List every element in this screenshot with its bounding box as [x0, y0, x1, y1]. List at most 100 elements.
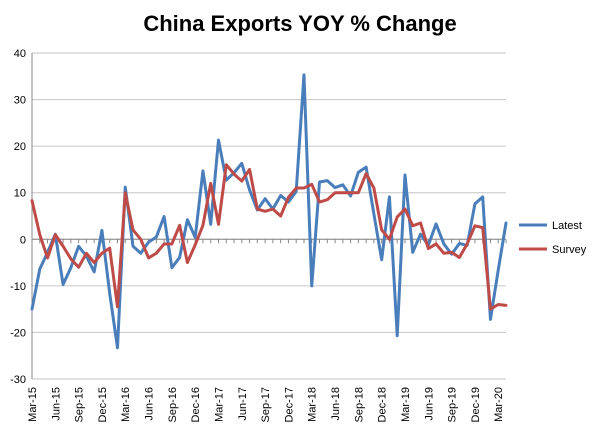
data-point-survey — [210, 182, 212, 184]
x-tick-label: Mar-20 — [493, 387, 505, 422]
y-tick-label: -10 — [10, 281, 26, 293]
y-tick-label: -30 — [10, 374, 26, 386]
data-point-survey — [279, 215, 281, 217]
y-tick-label: 40 — [14, 48, 26, 60]
data-point-latest — [481, 196, 483, 198]
data-point-survey — [388, 238, 390, 240]
data-point-survey — [334, 192, 336, 194]
chart-title: China Exports YOY % Change — [143, 11, 456, 36]
y-tick-label: -20 — [10, 327, 26, 339]
data-point-survey — [101, 252, 103, 254]
data-point-survey — [349, 192, 351, 194]
data-point-latest — [373, 213, 375, 215]
legend: Latest Survey — [519, 220, 587, 256]
data-point-latest — [163, 215, 165, 217]
data-point-latest — [342, 184, 344, 186]
data-point-survey — [31, 199, 33, 201]
data-point-latest — [264, 198, 266, 200]
data-point-survey — [93, 261, 95, 263]
data-point-latest — [210, 223, 212, 225]
data-point-latest — [318, 181, 320, 183]
data-point-survey — [124, 192, 126, 194]
x-tick-label: Dec-15 — [97, 387, 109, 422]
data-point-survey — [225, 164, 227, 166]
data-point-survey — [295, 187, 297, 189]
data-point-survey — [217, 223, 219, 225]
data-point-survey — [241, 180, 243, 182]
data-point-latest — [70, 266, 72, 268]
data-point-latest — [124, 186, 126, 188]
data-point-survey — [54, 233, 56, 235]
x-tick-label: Mar-16 — [120, 387, 132, 422]
data-point-survey — [202, 224, 204, 226]
data-point-latest — [140, 252, 142, 254]
data-point-latest — [380, 259, 382, 261]
data-point-latest — [357, 171, 359, 173]
data-point-latest — [474, 203, 476, 205]
data-point-latest — [62, 283, 64, 285]
data-point-latest — [396, 334, 398, 336]
data-point-survey — [248, 168, 250, 170]
data-point-survey — [481, 226, 483, 228]
data-point-latest — [334, 186, 336, 188]
data-point-latest — [93, 271, 95, 273]
data-point-survey — [373, 187, 375, 189]
data-point-survey — [365, 172, 367, 174]
data-point-latest — [31, 308, 33, 310]
data-point-survey — [39, 233, 41, 235]
data-point-latest — [39, 268, 41, 270]
x-tick-label: Mar-19 — [400, 387, 412, 422]
y-tick-label: 30 — [14, 95, 26, 107]
data-point-survey — [77, 266, 79, 268]
data-point-latest — [497, 269, 499, 271]
data-point-survey — [264, 210, 266, 212]
data-point-survey — [489, 308, 491, 310]
y-tick-label: 0 — [20, 234, 26, 246]
x-tick-label: Sep-17 — [260, 387, 272, 422]
x-tick-label: Jun-17 — [237, 387, 249, 421]
data-point-survey — [443, 252, 445, 254]
data-point-survey — [474, 225, 476, 227]
legend-label-latest: Latest — [552, 220, 582, 232]
data-point-survey — [46, 257, 48, 259]
x-tick-label: Jun-19 — [423, 387, 435, 421]
data-point-latest — [178, 256, 180, 258]
data-point-survey — [342, 192, 344, 194]
data-point-survey — [396, 216, 398, 218]
data-point-latest — [132, 245, 134, 247]
data-point-survey — [272, 208, 274, 210]
data-point-survey — [419, 222, 421, 224]
data-point-latest — [349, 195, 351, 197]
data-point-latest — [241, 162, 243, 164]
data-point-latest — [186, 219, 188, 221]
data-point-survey — [178, 224, 180, 226]
x-tick-label: Dec-18 — [377, 387, 389, 422]
data-point-survey — [505, 304, 507, 306]
data-point-latest — [101, 229, 103, 231]
legend-label-survey: Survey — [552, 244, 587, 256]
data-point-latest — [489, 318, 491, 320]
x-tick-label: Dec-16 — [190, 387, 202, 422]
series — [30, 73, 508, 350]
data-point-latest — [412, 251, 414, 253]
data-point-latest — [311, 285, 313, 287]
data-point-latest — [404, 174, 406, 176]
x-tick-label: Mar-15 — [27, 387, 39, 422]
data-point-latest — [248, 189, 250, 191]
y-tick-label: 20 — [14, 141, 26, 153]
y-tick-label: 10 — [14, 188, 26, 200]
data-point-survey — [412, 225, 414, 227]
data-point-survey — [357, 192, 359, 194]
x-tick-label: Dec-19 — [470, 387, 482, 422]
data-point-latest — [458, 242, 460, 244]
data-point-survey — [404, 208, 406, 210]
data-point-survey — [311, 183, 313, 185]
data-point-survey — [70, 258, 72, 260]
data-point-latest — [388, 196, 390, 198]
data-point-survey — [287, 196, 289, 198]
data-point-latest — [443, 243, 445, 245]
data-point-survey — [326, 199, 328, 201]
